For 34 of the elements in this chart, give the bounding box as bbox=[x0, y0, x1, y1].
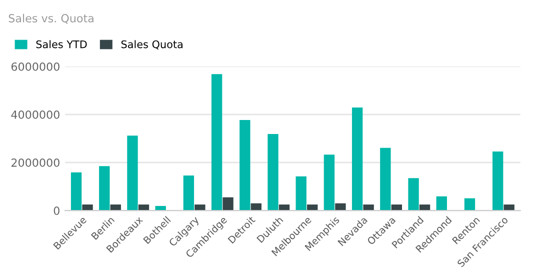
bar bbox=[82, 204, 93, 211]
chart-title: Sales vs. Quota bbox=[8, 14, 94, 24]
bar bbox=[268, 134, 278, 211]
bar bbox=[194, 204, 206, 211]
y-tick-label: 4000000 bbox=[11, 110, 60, 119]
bar bbox=[504, 204, 514, 211]
bar bbox=[380, 148, 391, 211]
y-tick-label: 6000000 bbox=[11, 62, 60, 71]
bar bbox=[391, 204, 402, 211]
legend-label: Sales YTD bbox=[36, 40, 87, 48]
bar bbox=[324, 154, 335, 211]
bar bbox=[296, 176, 306, 211]
legend-label: Sales Quota bbox=[121, 40, 182, 50]
bar bbox=[183, 175, 194, 211]
bar bbox=[240, 120, 250, 211]
bar bbox=[335, 203, 346, 211]
bar bbox=[70, 172, 82, 211]
bar bbox=[436, 196, 447, 211]
bar bbox=[408, 178, 419, 211]
bar bbox=[352, 108, 363, 211]
bar bbox=[127, 136, 138, 211]
bar bbox=[307, 204, 318, 211]
bar bbox=[222, 197, 234, 211]
bar bbox=[278, 204, 290, 211]
bar bbox=[138, 204, 150, 211]
y-tick-label: 0 bbox=[54, 206, 60, 215]
bar bbox=[110, 204, 121, 211]
bar bbox=[211, 74, 222, 211]
bar bbox=[99, 166, 110, 211]
bar bbox=[419, 204, 430, 211]
bar bbox=[492, 151, 504, 211]
y-tick-label: 2000000 bbox=[12, 158, 60, 167]
bar bbox=[464, 198, 476, 211]
bar bbox=[363, 204, 374, 211]
